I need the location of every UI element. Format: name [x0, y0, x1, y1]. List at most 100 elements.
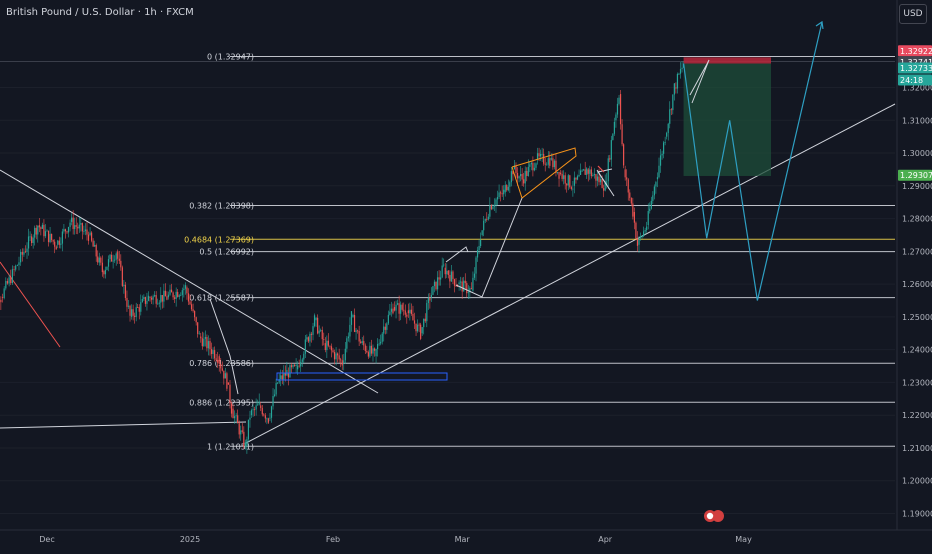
symbol-title[interactable]: British Pound / U.S. Dollar · 1h · FXCM: [6, 7, 194, 18]
candle-body: [655, 182, 657, 187]
candle-body: [579, 170, 582, 176]
candle-body: [203, 338, 205, 347]
candle-body: [681, 67, 683, 70]
candle-body: [104, 269, 107, 275]
candle-body: [55, 246, 57, 250]
y-tick-label: 1.31000: [902, 116, 932, 125]
candle-body: [606, 181, 608, 186]
price-badge-label: 1.32922: [900, 47, 932, 56]
candle-body: [559, 172, 562, 174]
candle-body: [653, 186, 655, 196]
price-badge-label: 1.32741: [900, 58, 932, 67]
candle-body: [510, 171, 512, 183]
downtrend-line: [0, 169, 379, 394]
candle-body: [150, 297, 153, 300]
candle-body: [569, 175, 571, 188]
projection-path: [683, 21, 823, 301]
candle-body: [114, 259, 116, 261]
candle-body: [346, 338, 348, 349]
candle-body: [476, 250, 479, 258]
candle-body: [381, 333, 383, 342]
candle-body: [267, 418, 270, 423]
candle-body: [389, 311, 391, 315]
candle-body: [263, 414, 265, 416]
candle-body: [112, 260, 114, 262]
candle-body: [632, 203, 634, 217]
candle-body: [663, 142, 665, 154]
candle-body: [43, 224, 45, 237]
candle-body: [480, 239, 482, 247]
candle-body: [154, 295, 156, 297]
price-badge-label: 24:18: [900, 76, 923, 85]
candle-body: [489, 205, 491, 217]
red-trendline: [0, 261, 61, 348]
candle-body: [604, 181, 606, 191]
candle-body: [257, 404, 259, 406]
candle-body: [352, 315, 354, 317]
candle-body: [423, 318, 425, 328]
candle-body: [72, 217, 74, 230]
candle-body: [229, 384, 231, 404]
candle-body: [638, 237, 640, 245]
candle-body: [1, 297, 4, 299]
candle-body: [666, 132, 668, 137]
candle-body: [77, 226, 79, 229]
candle-body: [44, 231, 47, 237]
candle-body: [333, 352, 336, 360]
candle-body: [304, 339, 306, 354]
candle-body: [15, 265, 17, 270]
candle-body: [187, 293, 190, 302]
candle-body: [243, 431, 245, 447]
candle-body: [556, 171, 559, 173]
candle-body: [572, 188, 574, 190]
candle-body: [24, 251, 27, 253]
candle-body: [20, 251, 22, 263]
candle-body: [66, 231, 68, 233]
candle-body: [492, 206, 494, 210]
currency-button[interactable]: USD: [899, 4, 927, 24]
candle-body: [84, 229, 87, 231]
candle-body: [87, 234, 90, 241]
candle-body: [260, 405, 262, 408]
candle-body: [149, 297, 151, 299]
candle-body: [232, 408, 234, 419]
candle-body: [123, 284, 125, 286]
candle-body: [23, 251, 25, 255]
candle-body: [424, 318, 426, 322]
candle-body: [337, 353, 339, 356]
take-profit-zone: [683, 63, 771, 176]
candle-body: [386, 323, 388, 330]
candle-body: [650, 200, 652, 209]
candle-body: [60, 243, 62, 245]
candle-body: [306, 337, 308, 340]
candles: [0, 61, 685, 454]
candle-body: [5, 281, 7, 289]
candle-body: [526, 170, 528, 177]
candle-body: [297, 365, 299, 370]
candle-body: [52, 239, 54, 242]
candle-body: [281, 375, 283, 380]
fib-level-label: 0.5 (1.26992): [199, 248, 254, 257]
candle-body: [410, 309, 413, 314]
candle-body: [656, 177, 659, 180]
candle-body: [332, 350, 334, 353]
candle-body: [57, 240, 59, 245]
candle-body: [358, 331, 360, 342]
candle-body: [92, 240, 94, 247]
candle-body: [197, 322, 199, 334]
fib-level-label: 0.382 (1.28398): [189, 202, 254, 211]
candle-body: [321, 329, 323, 340]
candle-body: [170, 289, 173, 293]
candle-body: [132, 309, 134, 316]
candle-body: [404, 310, 406, 315]
swing-line: [455, 197, 523, 298]
candle-body: [277, 382, 279, 384]
candle-body: [318, 330, 320, 334]
candle-body: [493, 205, 496, 207]
candle-body: [541, 153, 543, 155]
candle-body: [370, 345, 373, 354]
candle-body: [230, 403, 233, 414]
candle-body: [143, 297, 145, 300]
